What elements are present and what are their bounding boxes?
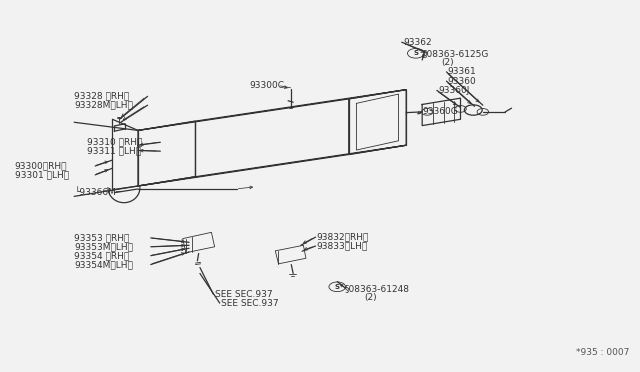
Text: 93361: 93361: [448, 67, 476, 76]
Text: 93360G: 93360G: [422, 108, 458, 116]
Text: S: S: [335, 284, 340, 290]
Text: SEE SEC.937: SEE SEC.937: [221, 299, 278, 308]
Text: 93354M〈LH〉: 93354M〈LH〉: [74, 260, 133, 269]
Text: 93328M〈LH〉: 93328M〈LH〉: [74, 101, 133, 110]
Text: 93354 〈RH〉: 93354 〈RH〉: [74, 251, 129, 260]
Text: §08363-6125G: §08363-6125G: [422, 49, 488, 58]
Text: 93311 〈LH〉: 93311 〈LH〉: [87, 147, 141, 155]
Text: 93328 〈RH〉: 93328 〈RH〉: [74, 92, 129, 101]
Text: 93360: 93360: [448, 77, 476, 86]
Text: 93353M〈LH〉: 93353M〈LH〉: [74, 242, 133, 251]
Text: *935 : 0007: *935 : 0007: [577, 348, 630, 357]
Text: 93832〈RH〉: 93832〈RH〉: [317, 232, 369, 242]
Text: S: S: [413, 50, 419, 56]
Text: (2): (2): [365, 293, 378, 302]
Text: (2): (2): [442, 58, 454, 67]
Text: SEE SEC.937: SEE SEC.937: [214, 290, 272, 299]
Text: 93301 〈LH〉: 93301 〈LH〉: [15, 170, 69, 179]
Text: └93366M─: └93366M─: [74, 188, 122, 197]
Text: 93310 〈RH〉: 93310 〈RH〉: [87, 138, 142, 147]
Text: 93362: 93362: [403, 38, 431, 47]
Text: 93360J: 93360J: [438, 86, 470, 95]
Text: 93353 〈RH〉: 93353 〈RH〉: [74, 233, 129, 243]
Text: 93833〈LH〉: 93833〈LH〉: [317, 241, 368, 250]
Text: §08363-61248: §08363-61248: [344, 284, 409, 293]
Text: 93300〈RH〉: 93300〈RH〉: [15, 161, 67, 170]
Text: 93300C: 93300C: [250, 81, 285, 90]
